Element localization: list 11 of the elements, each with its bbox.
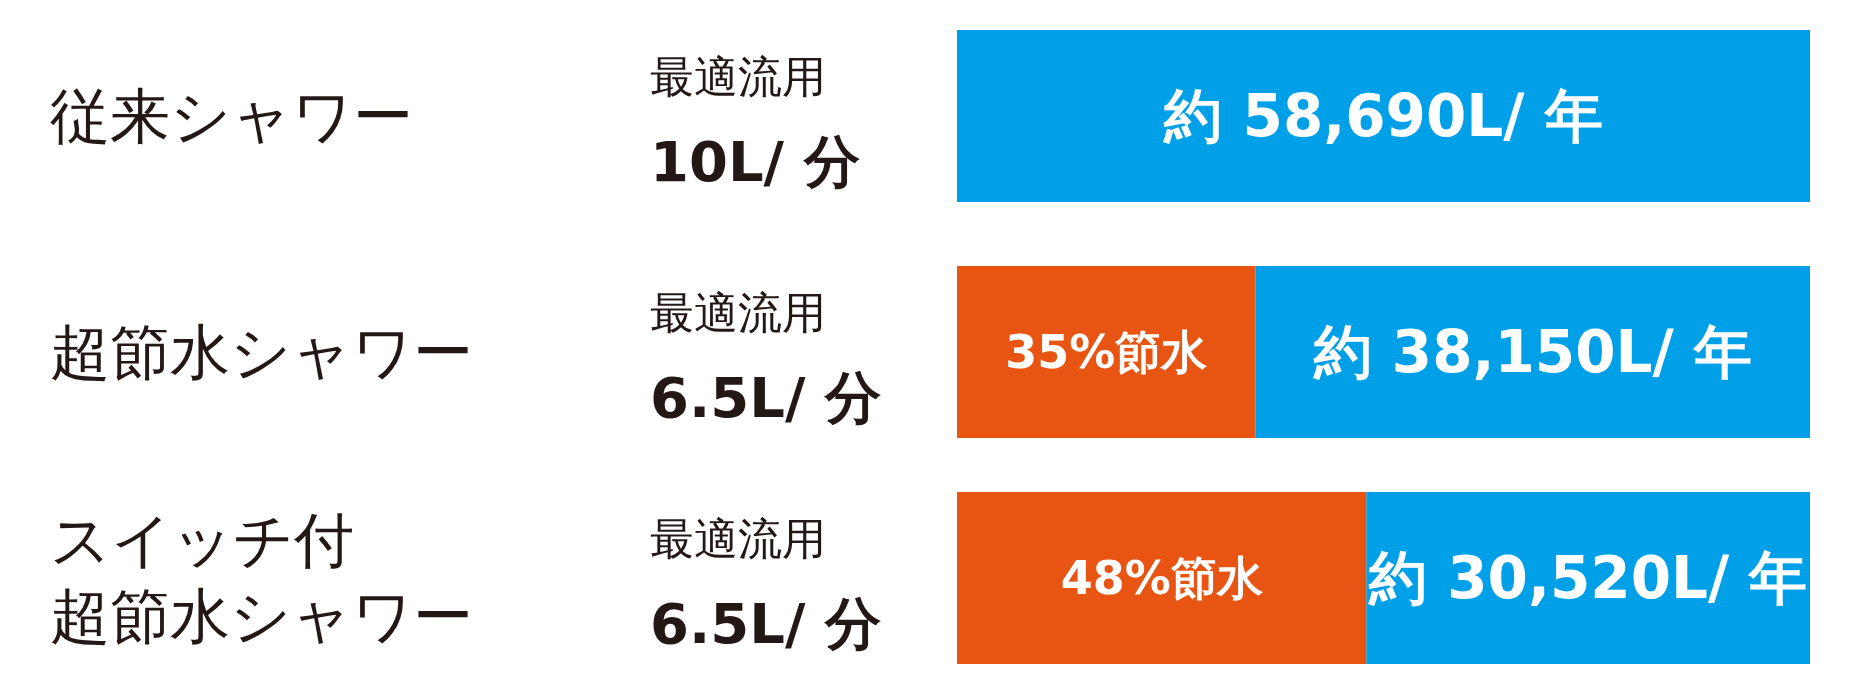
text: 最適流用 6.5L/ 分 [650,512,881,656]
y-tick-label: 超節水シャワー [50,317,473,387]
text: 最適流用 10L/ 分 [650,50,860,194]
annotation: 35%節水 [1005,325,1208,379]
data-label: 約 38,150L/ 年 [1312,318,1752,386]
y-tick-label: スイッチ付超節水シャワー [50,505,473,651]
data-label: 約 58,690L/ 年 [1163,82,1603,150]
text: 最適流用 6.5L/ 分 [650,286,881,430]
annotation: 48%節水 [1060,551,1263,605]
data-label: 約 30,520L/ 年 [1368,544,1808,612]
y-tick-label: 従来シャワー [50,81,413,151]
